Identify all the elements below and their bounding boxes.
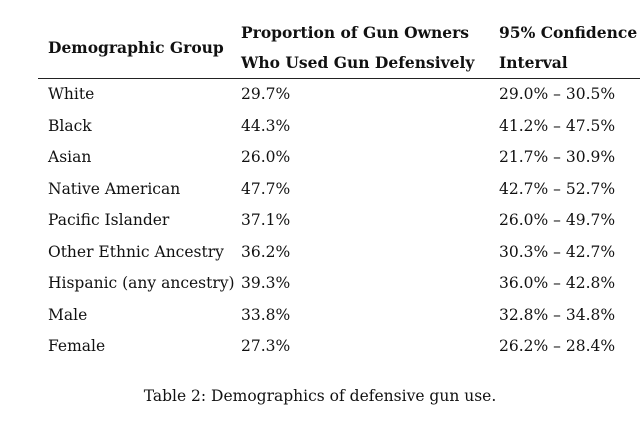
cell-confidence-interval: 21.7% – 30.9% [499, 148, 616, 166]
cell-proportion: 39.3% [241, 274, 291, 292]
table-body: White 29.7% 29.0% – 30.5% Black 44.3% 41… [38, 79, 640, 363]
cell-group: Black [48, 116, 92, 135]
cell-proportion: 27.3% [241, 337, 291, 355]
header-proportion-line2: Who Used Gun Defensively [241, 53, 475, 72]
table-row: White 29.7% 29.0% – 30.5% [38, 79, 640, 111]
cell-proportion: 36.2% [241, 242, 291, 261]
cell-proportion: 47.7% [241, 179, 291, 198]
table-row: Asian 26.0% 21.7% – 30.9% [38, 142, 640, 174]
table-header: Demographic Group Proportion of Gun Owne… [38, 18, 640, 79]
header-ci-line2: Interval [499, 53, 568, 72]
cell-confidence-interval: 42.7% – 52.7% [499, 179, 616, 198]
cell-group: Female [48, 337, 106, 355]
table-row: Native American 47.7% 42.7% – 52.7% [38, 174, 640, 206]
cell-proportion: 33.8% [241, 305, 291, 324]
header-row: Demographic Group Proportion of Gun Owne… [38, 18, 640, 79]
cell-proportion: 44.3% [241, 116, 291, 135]
cell-group: Pacific Islander [48, 211, 170, 229]
table-caption: Table 2: Demographics of defensive gun u… [143, 387, 497, 405]
cell-group: Other Ethnic Ancestry [48, 242, 224, 261]
cell-confidence-interval: 30.3% – 42.7% [499, 242, 616, 261]
demographics-table-container: Demographic Group Proportion of Gun Owne… [38, 18, 640, 363]
table-row: Other Ethnic Ancestry 36.2% 30.3% – 42.7… [38, 237, 640, 269]
cell-confidence-interval: 36.0% – 42.8% [499, 274, 616, 292]
cell-proportion: 37.1% [241, 211, 291, 229]
cell-confidence-interval: 32.8% – 34.8% [499, 305, 616, 324]
cell-proportion: 26.0% [241, 148, 291, 166]
cell-group: Asian [48, 148, 92, 166]
table-row: Female 27.3% 26.2% – 28.4% [38, 331, 640, 363]
table-row: Black 44.3% 41.2% – 47.5% [38, 111, 640, 143]
table-row: Hispanic (any ancestry) 39.3% 36.0% – 42… [38, 268, 640, 300]
cell-confidence-interval: 29.0% – 30.5% [499, 85, 616, 103]
cell-confidence-interval: 26.2% – 28.4% [499, 337, 616, 355]
header-proportion-line1: Proportion of Gun Owners [241, 23, 469, 42]
table-row: Male 33.8% 32.8% – 34.8% [38, 300, 640, 332]
cell-group: Native American [48, 179, 181, 198]
cell-confidence-interval: 41.2% – 47.5% [499, 116, 616, 135]
header-proportion: Proportion of Gun Owners Who Used Gun De… [241, 18, 499, 79]
header-confidence-interval: 95% Confidence Interval [499, 18, 640, 79]
cell-group: Hispanic (any ancestry) [48, 274, 235, 292]
header-demographic-group-label: Demographic Group [48, 38, 224, 57]
header-demographic-group: Demographic Group [38, 18, 241, 79]
cell-confidence-interval: 26.0% – 49.7% [499, 211, 616, 229]
cell-proportion: 29.7% [241, 85, 291, 103]
cell-group: Male [48, 305, 88, 324]
cell-group: White [48, 85, 95, 103]
table-row: Pacific Islander 37.1% 26.0% – 49.7% [38, 205, 640, 237]
header-ci-line1: 95% Confidence [499, 23, 638, 42]
demographics-table: Demographic Group Proportion of Gun Owne… [38, 18, 640, 363]
